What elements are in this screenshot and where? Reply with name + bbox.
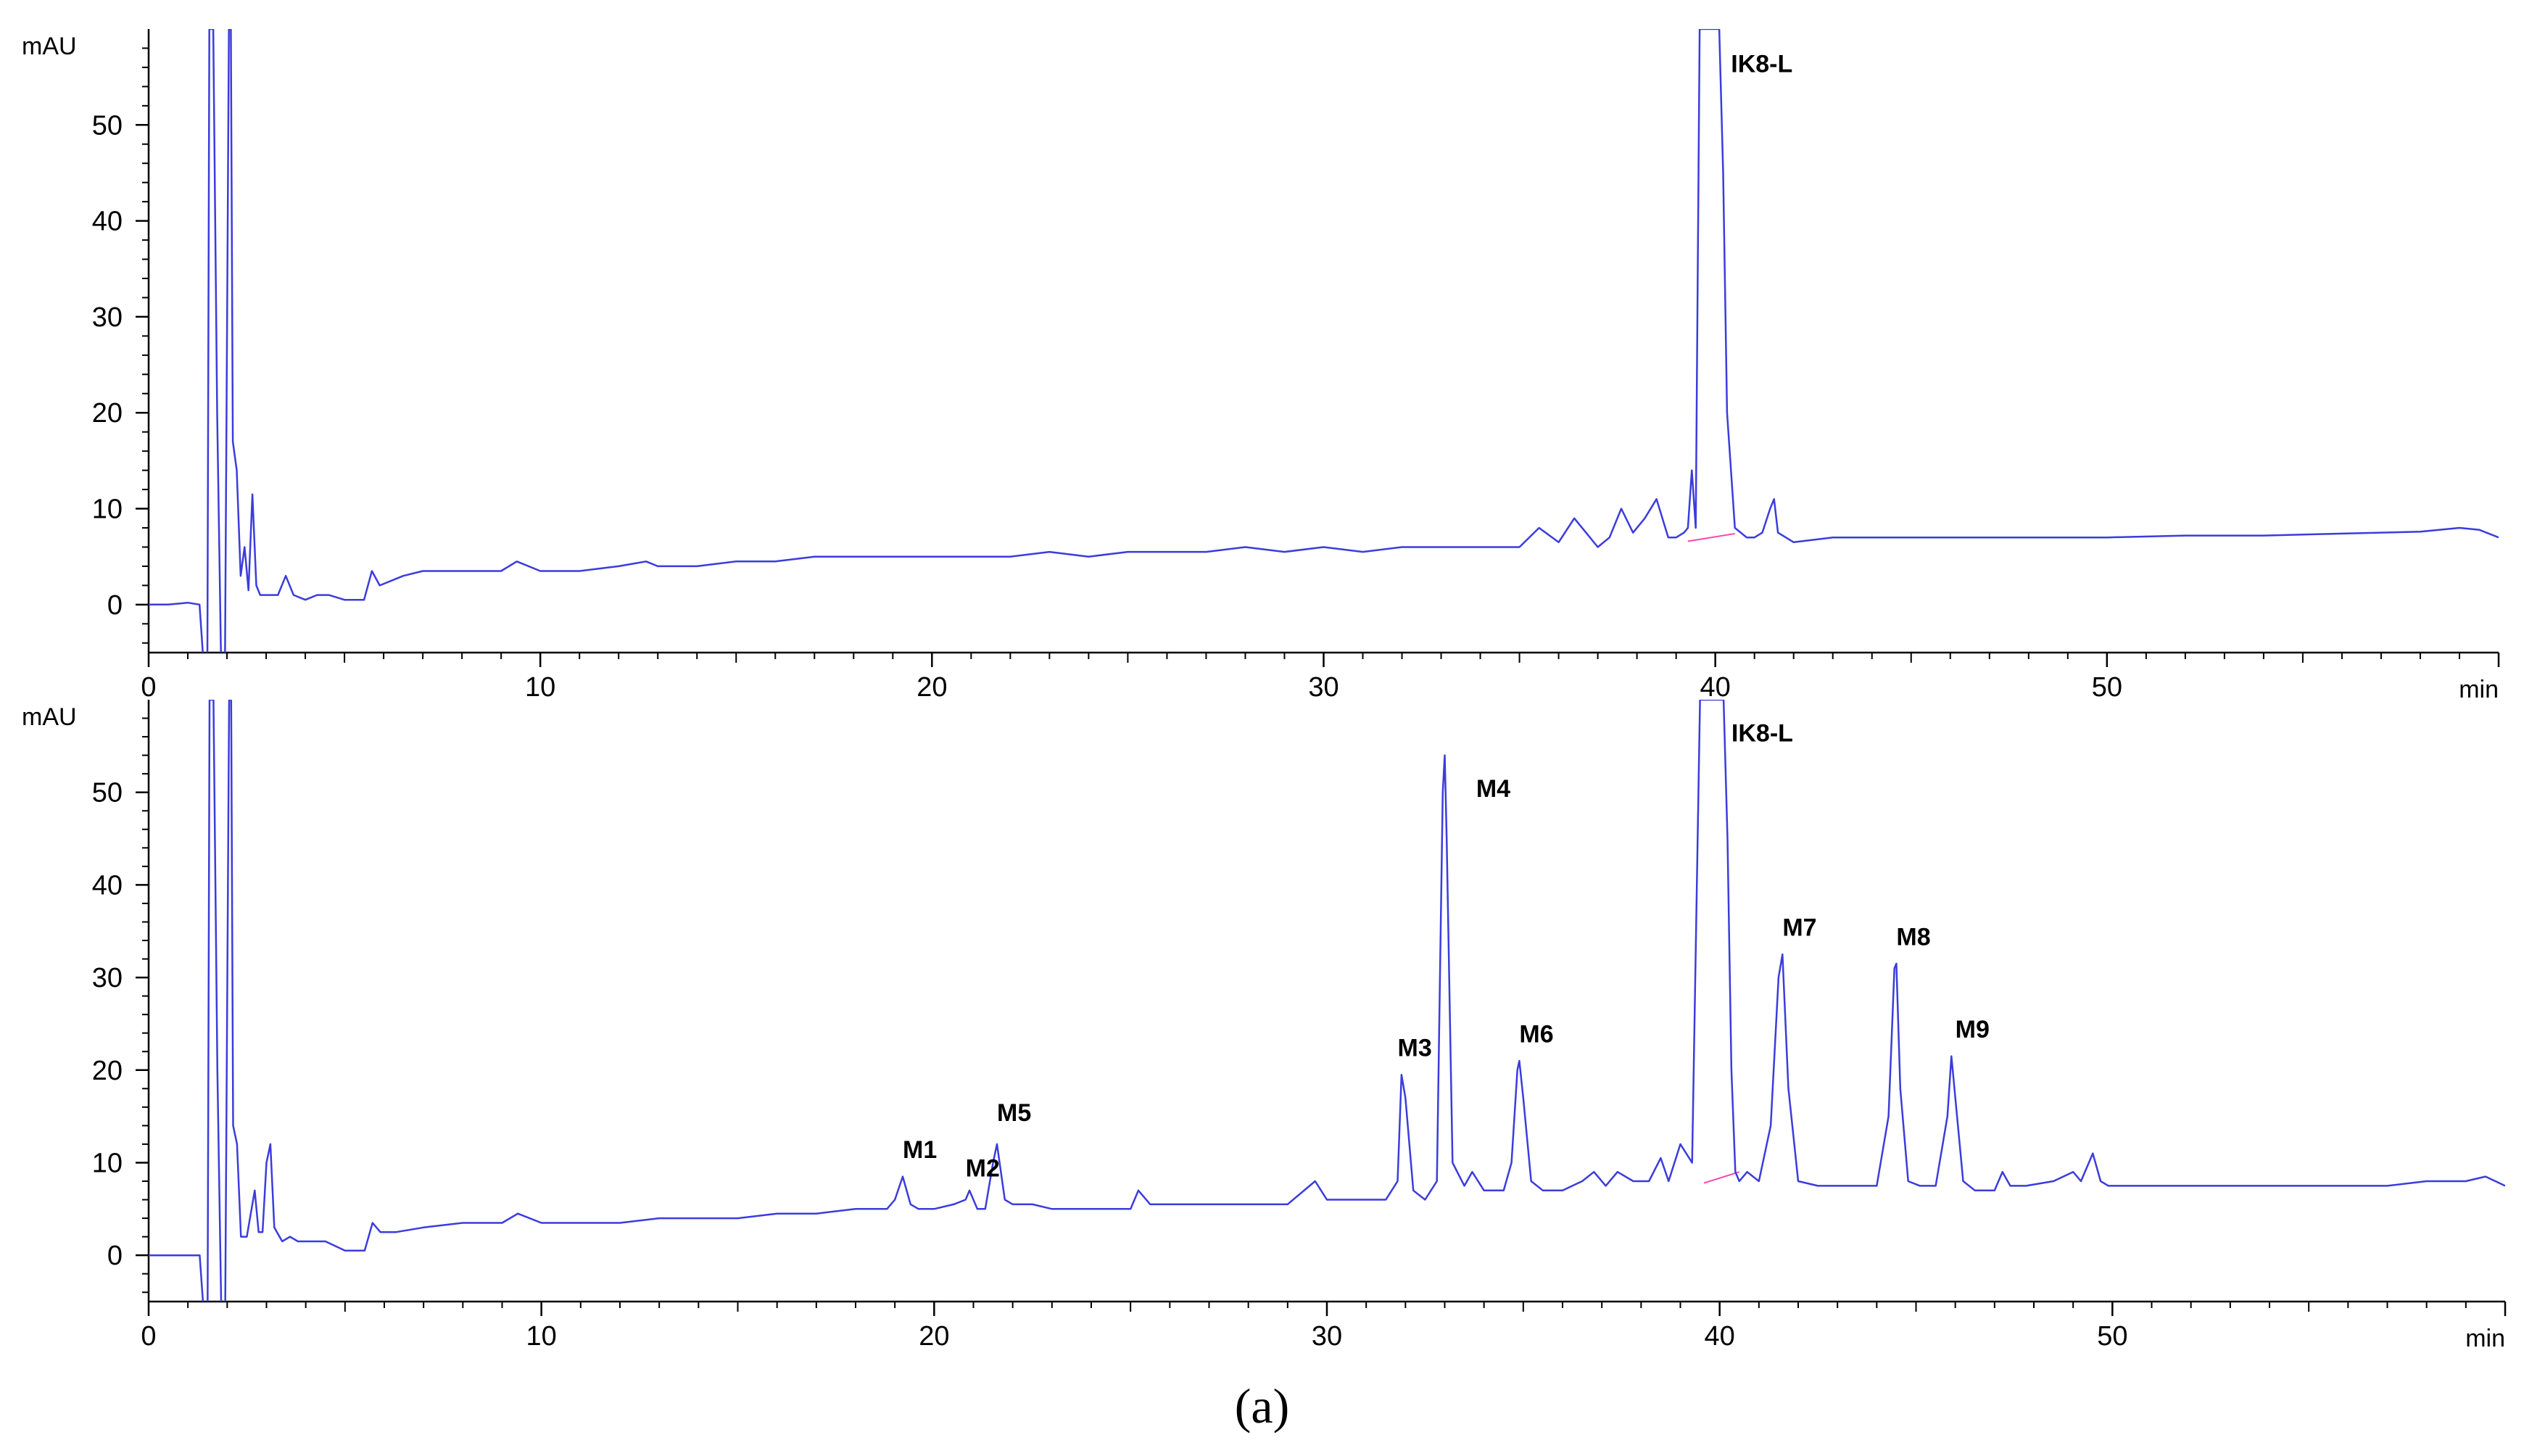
chart-1-y-tick-label: 10	[92, 495, 123, 525]
chart-2-peak-label-m4: M4	[1476, 775, 1510, 803]
chart-2-y-tick-label: 20	[92, 1056, 123, 1086]
figure-caption: (a)	[1234, 1378, 1290, 1434]
chart-1-panel: 0 10 20 30 40 50 0 10 20 30 40 50 mAU min IK8-L	[22, 29, 2500, 703]
chart-2-x-tick-label: 0	[141, 1321, 156, 1352]
chart-2-panel: 0 10 20 30 40 50 0 10 20 30 40 50 mAU min M1 M2 M5 M3 M4 M6…	[22, 700, 2507, 1352]
chart-2-peak-label-m1: M1	[903, 1136, 937, 1164]
chart-2-y-tick-label: 0	[107, 1241, 123, 1271]
chart-1-y-tick-label: 0	[107, 590, 123, 621]
chart-2-y-tick-label: 40	[92, 870, 123, 901]
chart-2-peak-label-m8: M8	[1896, 923, 1930, 951]
chart-2-signal-trace	[149, 700, 2505, 1302]
chart-1-y-tick-label: 50	[92, 110, 123, 141]
chart-1-signal-trace	[149, 29, 2499, 653]
chart-2-x-tick-label: 50	[2097, 1321, 2127, 1352]
chart-2-peak-label-m3: M3	[1398, 1035, 1432, 1062]
chart-2-peak-label-m5: M5	[997, 1099, 1031, 1127]
chart-2-peak-label-m6: M6	[1519, 1020, 1553, 1048]
chart-1-x-tick-label: 0	[141, 672, 156, 703]
chart-2-x-tick-label: 10	[526, 1321, 557, 1352]
chart-2-y-unit-label: mAU	[22, 703, 77, 731]
chart-2-peak-label-m9: M9	[1956, 1016, 1990, 1043]
chart-2-y-tick-label: 50	[92, 778, 123, 808]
chart-1-x-tick-label: 40	[1700, 672, 1731, 703]
chart-1-x-tick-label: 30	[1308, 672, 1338, 703]
chart-1-baseline-segment	[1687, 532, 1735, 542]
chart-2-x-unit-label: min	[2465, 1325, 2505, 1352]
chart-1-y-tick-label: 40	[92, 207, 123, 237]
chart-1-y-tick-label: 30	[92, 302, 123, 333]
chart-2-peak-label-m7: M7	[1782, 914, 1816, 942]
chart-2-y-tick-label: 10	[92, 1148, 123, 1178]
chart-2-x-tick-label: 20	[919, 1321, 949, 1352]
chart-2-y-tick-label: 30	[92, 963, 123, 993]
chart-1-y-unit-label: mAU	[22, 33, 77, 60]
chart-1-x-tick-label: 10	[525, 672, 555, 703]
chart-2-x-tick-label: 30	[1312, 1321, 1342, 1352]
chart-1-x-unit-label: min	[2459, 676, 2499, 703]
chart-2-peak-label-ik8-l: IK8-L	[1731, 719, 1793, 747]
chart-1-peak-label-ik8-l: IK8-L	[1731, 51, 1792, 78]
chart-2-baseline-segment	[1703, 1171, 1740, 1184]
chart-2-x-tick-label: 40	[1705, 1321, 1735, 1352]
chart-1-x-tick-label: 50	[2092, 672, 2122, 703]
chart-1-x-tick-label: 20	[916, 672, 947, 703]
chart-2-peak-label-m2: M2	[966, 1155, 1000, 1183]
chart-1-y-tick-label: 20	[92, 398, 123, 429]
